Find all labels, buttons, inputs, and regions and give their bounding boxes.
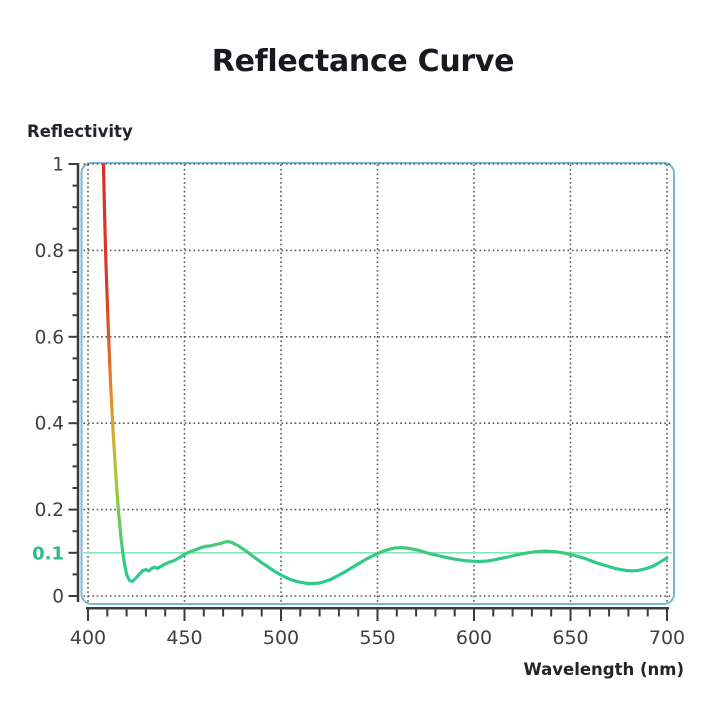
reference-tick-label: 0.1 [32,543,64,564]
plot-border [80,162,675,605]
x-tick-label: 700 [649,627,685,649]
y-tick-label: 0 [52,587,64,608]
y-tick-label: 1 [52,155,64,176]
x-tick-label: 400 [70,627,106,649]
x-tick-label: 650 [552,627,588,649]
x-tick-label: 450 [166,627,202,649]
chart-title: Reflectance Curve [211,44,515,79]
y-tick-label: 0.8 [35,241,64,262]
x-tick-label: 550 [359,627,395,649]
y-axis-title: Reflectivity [27,122,133,141]
y-tick-label: 0.4 [35,414,64,435]
x-tick-label: 500 [263,627,299,649]
x-axis-title: Wavelength (nm) [523,660,685,679]
reflectance-curve [101,163,669,586]
y-tick-label: 0.6 [35,327,64,348]
x-tick-label: 600 [456,627,492,649]
y-tick-label: 0.2 [35,500,64,521]
